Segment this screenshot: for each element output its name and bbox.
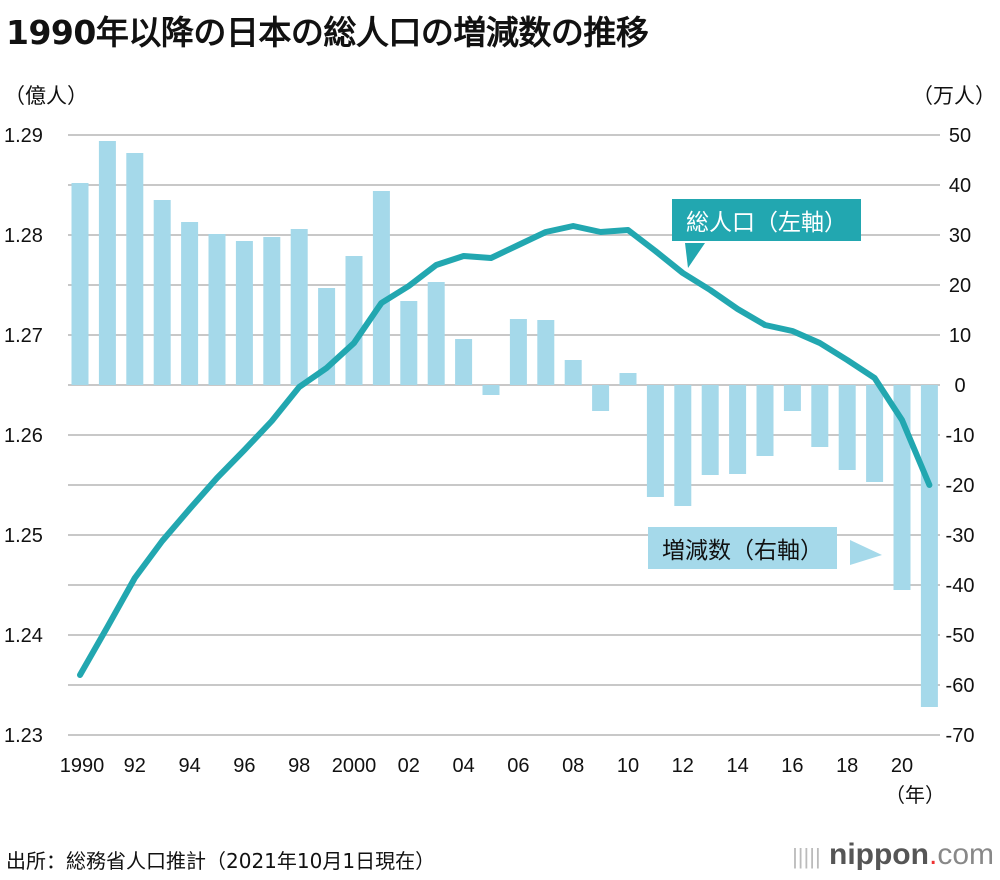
x-tick-label: 10 bbox=[617, 755, 639, 777]
bar-2019 bbox=[866, 385, 884, 482]
left-tick-label: 1.29 bbox=[4, 125, 43, 147]
bar-2000 bbox=[345, 256, 363, 385]
bar-2015 bbox=[756, 385, 774, 456]
left-tick-label: 1.27 bbox=[4, 325, 43, 347]
x-tick-label: 1990 bbox=[60, 755, 105, 777]
bar-2017 bbox=[811, 385, 829, 447]
bar-2013 bbox=[701, 385, 719, 475]
right-tick-label: 20 bbox=[949, 275, 971, 297]
left-tick-label: 1.28 bbox=[4, 225, 43, 247]
right-tick-label: -50 bbox=[946, 625, 975, 647]
bar-2014 bbox=[729, 385, 747, 474]
right-tick-label: -60 bbox=[946, 675, 975, 697]
x-tick-label: 08 bbox=[562, 755, 584, 777]
x-tick-label: 94 bbox=[178, 755, 200, 777]
bar-1995 bbox=[208, 234, 226, 385]
x-tick-label: 18 bbox=[836, 755, 858, 777]
bar-2004 bbox=[455, 339, 473, 385]
bar-2001 bbox=[372, 191, 390, 385]
x-tick-label: 04 bbox=[452, 755, 474, 777]
bar-1990 bbox=[71, 183, 89, 385]
right-tick-label: -30 bbox=[946, 525, 975, 547]
bar-2010 bbox=[619, 373, 637, 385]
x-tick-label: 16 bbox=[781, 755, 803, 777]
x-tick-label: 06 bbox=[507, 755, 529, 777]
bar-2011 bbox=[646, 385, 664, 497]
bar-1994 bbox=[181, 222, 199, 385]
bar-series-label: 増減数（右軸） bbox=[648, 527, 837, 569]
source-note: 出所：総務省人口推計（2021年10月1日現在） bbox=[6, 849, 436, 873]
right-tick-label: 0 bbox=[954, 375, 965, 397]
population-line bbox=[77, 223, 933, 678]
right-tick-label: -10 bbox=[946, 425, 975, 447]
x-tick-label: 92 bbox=[124, 755, 146, 777]
right-tick-label: 50 bbox=[949, 125, 971, 147]
left-tick-label: 1.25 bbox=[4, 525, 43, 547]
bar-callout-pointer bbox=[850, 540, 882, 565]
line-callout-pointer bbox=[685, 243, 705, 268]
bar-1991 bbox=[98, 141, 116, 385]
x-tick-label: 02 bbox=[398, 755, 420, 777]
x-tick-label: 14 bbox=[726, 755, 748, 777]
right-tick-label: 40 bbox=[949, 175, 971, 197]
bar-1997 bbox=[263, 237, 281, 385]
bar-1996 bbox=[235, 241, 253, 385]
bar-2007 bbox=[537, 320, 555, 385]
nippon-logo: ||||| nippon.com bbox=[792, 838, 994, 871]
x-tick-label: 96 bbox=[233, 755, 255, 777]
bar-2018 bbox=[838, 385, 856, 470]
bar-1998 bbox=[290, 229, 308, 385]
bar-2006 bbox=[509, 319, 527, 385]
bar-2008 bbox=[564, 360, 582, 385]
bar-2002 bbox=[400, 301, 418, 385]
bar-2012 bbox=[674, 385, 692, 506]
chart-title: 1990年以降の日本の総人口の増減数の推移 bbox=[6, 13, 649, 52]
line-series-label: 総人口（左軸） bbox=[672, 199, 861, 241]
right-axis-label: （万人） bbox=[912, 84, 996, 108]
bar-1993 bbox=[153, 200, 171, 385]
bar-2021 bbox=[920, 385, 938, 707]
right-tick-label: -70 bbox=[946, 725, 975, 747]
x-tick-label: 2000 bbox=[332, 755, 377, 777]
bar-2005 bbox=[482, 385, 500, 395]
left-tick-label: 1.24 bbox=[4, 625, 43, 647]
x-axis-label: （年） bbox=[885, 784, 945, 807]
bar-2009 bbox=[592, 385, 610, 411]
left-tick-label: 1.26 bbox=[4, 425, 43, 447]
right-tick-label: 30 bbox=[949, 225, 971, 247]
right-tick-label: -20 bbox=[946, 475, 975, 497]
x-tick-label: 98 bbox=[288, 755, 310, 777]
x-tick-label: 12 bbox=[672, 755, 694, 777]
right-tick-label: -40 bbox=[946, 575, 975, 597]
bar-1992 bbox=[126, 153, 144, 385]
right-tick-label: 10 bbox=[949, 325, 971, 347]
left-axis-label: （億人） bbox=[4, 84, 88, 108]
x-tick-label: 20 bbox=[891, 755, 913, 777]
bar-2003 bbox=[427, 282, 445, 385]
bar-2016 bbox=[783, 385, 801, 411]
left-tick-label: 1.23 bbox=[4, 725, 43, 747]
